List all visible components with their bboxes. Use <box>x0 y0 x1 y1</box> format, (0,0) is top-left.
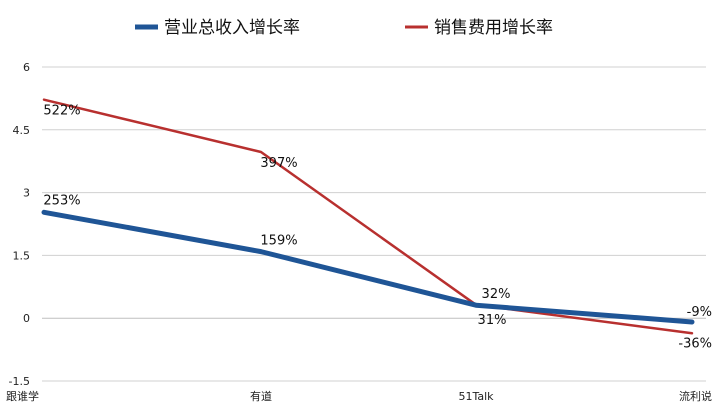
data-label: 32% <box>482 287 511 302</box>
x-category-label: 有道 <box>250 389 272 403</box>
gridlines <box>42 66 706 382</box>
legend: 营业总收入增长率 销售费用增长率 <box>135 18 553 38</box>
y-tick-label: -1.5 <box>9 375 30 388</box>
y-tick-label: 4.5 <box>13 124 31 137</box>
x-axis-categories: 跟谁学 有道 51Talk 流利说 <box>6 389 712 403</box>
data-label: -36% <box>678 336 712 351</box>
y-tick-label: 3 <box>23 187 30 200</box>
series-line-1 <box>42 98 694 335</box>
data-labels: 253% 159% 31% -9% 522% 397% 32% -36% <box>43 104 712 352</box>
data-label: -9% <box>687 305 712 320</box>
data-label: 522% <box>43 104 80 119</box>
x-category-label: 流利说 <box>679 389 712 403</box>
y-axis-ticks: -1.5 0 1.5 3 4.5 6 <box>9 61 30 388</box>
series-line-0 <box>41 209 695 325</box>
x-category-label: 跟谁学 <box>6 389 39 403</box>
legend-label-sales-expense: 销售费用增长率 <box>434 18 553 38</box>
y-tick-label: 0 <box>23 312 30 325</box>
y-tick-label: 6 <box>23 61 30 74</box>
x-category-label: 51Talk <box>458 390 494 403</box>
data-label: 397% <box>260 156 297 171</box>
legend-label-revenue: 营业总收入增长率 <box>164 18 300 38</box>
data-label: 159% <box>260 234 297 249</box>
series-lines <box>41 98 695 335</box>
data-label: 31% <box>478 313 507 328</box>
data-label: 253% <box>43 193 80 208</box>
y-tick-label: 1.5 <box>13 249 31 262</box>
